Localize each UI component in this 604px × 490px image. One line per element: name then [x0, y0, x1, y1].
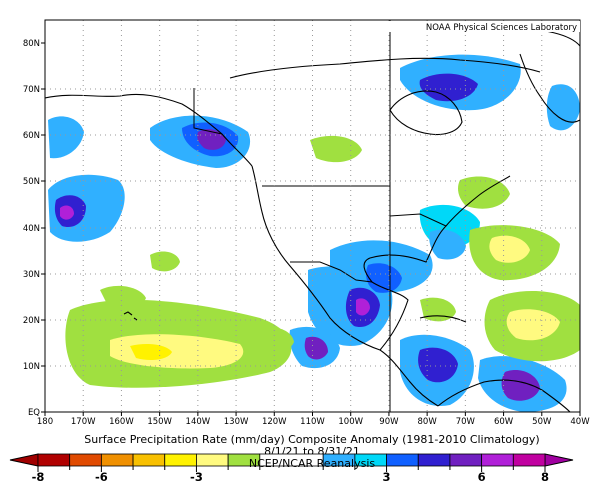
graticule	[45, 20, 580, 412]
wet-anomaly-north-pacific-peak	[60, 205, 74, 220]
lat-label: 80N	[23, 39, 40, 49]
lon-label: 170W	[71, 417, 96, 427]
lon-label: 140W	[186, 417, 211, 427]
lon-label: 70W	[456, 417, 476, 427]
lat-label: 10N	[23, 362, 40, 372]
dry-anomaly-mexico-pacific	[260, 327, 294, 352]
coastline-hawaii	[123, 311, 138, 321]
colorbar-bin	[196, 453, 229, 467]
longitude-axis: 180 170W 160W 150W 140W 130W 120W 110W 100W 90W 80…	[37, 412, 590, 427]
colorbar-tick-label: 3	[383, 470, 391, 484]
colorbar-bin	[132, 453, 166, 467]
coastline-arctic	[229, 57, 541, 79]
dry-anomaly-central-atlantic-core	[489, 235, 530, 263]
lon-label: 160W	[109, 417, 134, 427]
colorbar-bin	[69, 453, 102, 467]
coastline-alaska	[45, 93, 253, 167]
lat-label: 50N	[23, 177, 40, 187]
wet-anomaly-mexico-peak	[356, 298, 370, 316]
dry-anomaly-tropical-pacific-core	[110, 334, 244, 369]
lat-label: 30N	[23, 270, 40, 280]
dry-anomaly-tropical-atlantic-core	[506, 309, 560, 341]
colorbar-bin	[512, 453, 546, 467]
lat-label: 20N	[23, 316, 40, 326]
borders	[193, 20, 447, 412]
dry-anomaly-far-east-pacific	[150, 251, 180, 272]
lon-label: 110W	[300, 417, 325, 427]
border-alaska-canada	[193, 88, 223, 135]
wet-anomaly-gulf-of-mexico	[366, 263, 402, 293]
dry-anomaly-hawaii-region	[100, 285, 146, 309]
colorbar-bin	[37, 453, 71, 467]
lon-label: 150W	[147, 417, 172, 427]
lon-label: 180	[37, 417, 53, 427]
lat-label: 60N	[23, 131, 40, 141]
lon-label: 90W	[379, 417, 399, 427]
wet-anomaly-bering	[48, 116, 84, 159]
wet-anomaly-caribbean-core	[418, 347, 458, 383]
lon-label: 80W	[418, 417, 438, 427]
anomaly-fields	[45, 20, 580, 412]
wet-anomaly-east-pacific-core	[304, 336, 328, 360]
latitude-axis: 80N 70N 60N 50N 40N 30N 20N 10N EQ	[23, 39, 45, 418]
lon-label: 100W	[338, 417, 363, 427]
credit-label: NOAA Physical Sciences Laboratory	[426, 23, 577, 33]
colorbar-bin	[449, 453, 483, 467]
colorbar-tick-label: 8	[541, 470, 549, 484]
border-us-mexico	[290, 261, 373, 283]
source-label: NCEP/NCAR Reanalysis	[249, 457, 375, 470]
colorbar-bin	[481, 453, 514, 467]
lat-label: 70N	[23, 85, 40, 95]
lon-label: 50W	[532, 417, 552, 427]
dry-anomaly-tropical-pacific-peak	[130, 344, 172, 360]
map-title: Surface Precipitation Rate (mm/day) Comp…	[84, 433, 539, 446]
wet-anomaly-regions	[48, 54, 580, 412]
colorbar: -8 -6 -3 3 6 8	[9, 453, 574, 484]
wet-anomaly-south-america-core	[501, 369, 540, 401]
lat-label: EQ	[28, 408, 40, 418]
dry-anomaly-bahamas	[420, 297, 456, 322]
colorbar-low-arrow	[9, 453, 39, 467]
dry-anomaly-regions	[65, 135, 580, 388]
colorbar-bin	[386, 453, 419, 467]
colorbar-tick-label: -3	[190, 470, 203, 484]
colorbar-bin	[100, 453, 134, 467]
colorbar-tick-label: -6	[95, 470, 108, 484]
coastline-west-coast	[251, 165, 439, 407]
colorbar-bin	[164, 453, 197, 467]
lon-label: 130W	[224, 417, 249, 427]
lon-label: 120W	[262, 417, 287, 427]
dry-anomaly-western-canada	[310, 135, 362, 163]
wet-anomaly-alaska-core	[197, 129, 226, 150]
colorbar-tick-label: -8	[32, 470, 45, 484]
coastline-gulf-and-east	[363, 175, 511, 351]
colorbar-high-arrow	[544, 453, 574, 467]
lat-label: 40N	[23, 224, 40, 234]
lon-label: 40W	[570, 417, 590, 427]
credit-box	[388, 21, 580, 32]
coastline-hudson-bay	[389, 90, 463, 136]
dry-anomaly-northeast	[458, 176, 510, 209]
map-panel: NOAA Physical Sciences Laboratory 80N 70N…	[23, 19, 590, 427]
wet-anomaly-greenland	[546, 84, 580, 131]
colorbar-tick-label: 6	[478, 470, 486, 484]
wet-anomaly-hudson-core	[419, 73, 478, 102]
coastline-south-america	[437, 379, 571, 412]
colorbar-bin	[417, 453, 451, 467]
lon-label: 60W	[494, 417, 514, 427]
coastline-cuba	[419, 315, 467, 323]
